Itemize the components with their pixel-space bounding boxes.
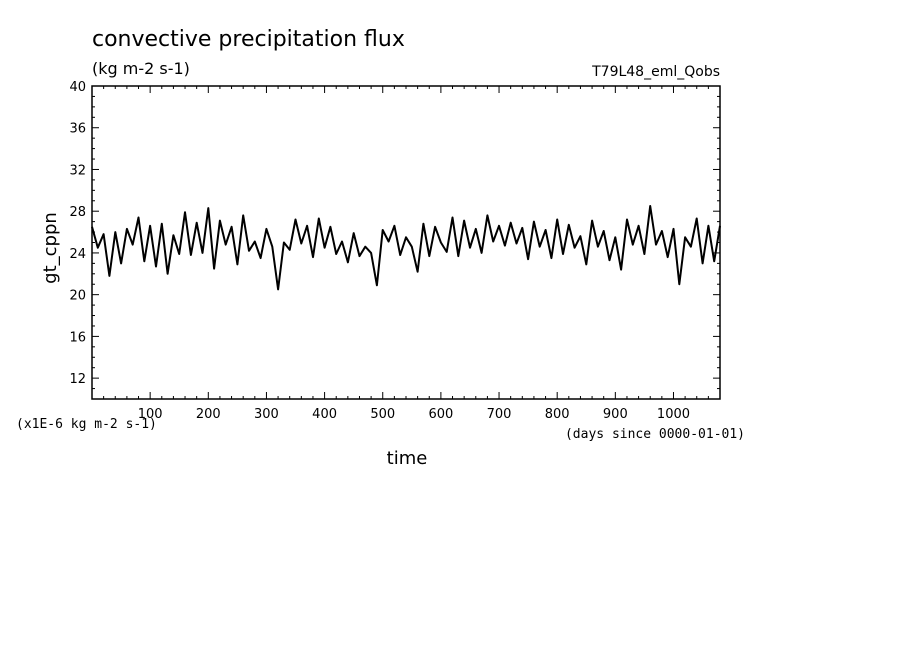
y-tick-label: 16	[69, 330, 86, 345]
x-axis-label: time	[387, 448, 428, 469]
chart-units: (kg m-2 s-1)	[92, 59, 190, 78]
chart-title: convective precipitation flux	[92, 27, 405, 52]
x-tick-label: 100	[138, 407, 163, 422]
x-tick-label: 700	[487, 407, 512, 422]
x-tick-label: 600	[428, 407, 453, 422]
y-axis: 12 16 20 24 28 32 36 40	[69, 80, 720, 390]
x-tick-label: 1000	[657, 407, 690, 422]
y-tick-label: 32	[69, 163, 86, 178]
x-units-note: (days since 0000-01-01)	[565, 427, 745, 442]
series-line	[91, 205, 721, 291]
y-tick-label: 28	[69, 205, 86, 220]
y-tick-label: 24	[69, 247, 86, 262]
x-tick-label: 200	[196, 407, 221, 422]
y-axis-label: gt_cppn	[40, 212, 61, 284]
x-tick-label: 400	[312, 407, 337, 422]
y-tick-label: 36	[69, 122, 86, 137]
x-tick-label: 300	[254, 407, 279, 422]
x-tick-label: 500	[370, 407, 395, 422]
x-tick-label: 900	[603, 407, 628, 422]
x-tick-label: 800	[545, 407, 570, 422]
y-scale-note: (x1E-6 kg m-2 s-1)	[16, 417, 157, 432]
experiment-label: T79L48_eml_Qobs	[591, 64, 720, 80]
y-tick-label: 40	[69, 80, 86, 95]
y-tick-label: 20	[69, 289, 86, 304]
plot-frame	[91, 85, 721, 400]
y-tick-label: 12	[69, 372, 86, 387]
